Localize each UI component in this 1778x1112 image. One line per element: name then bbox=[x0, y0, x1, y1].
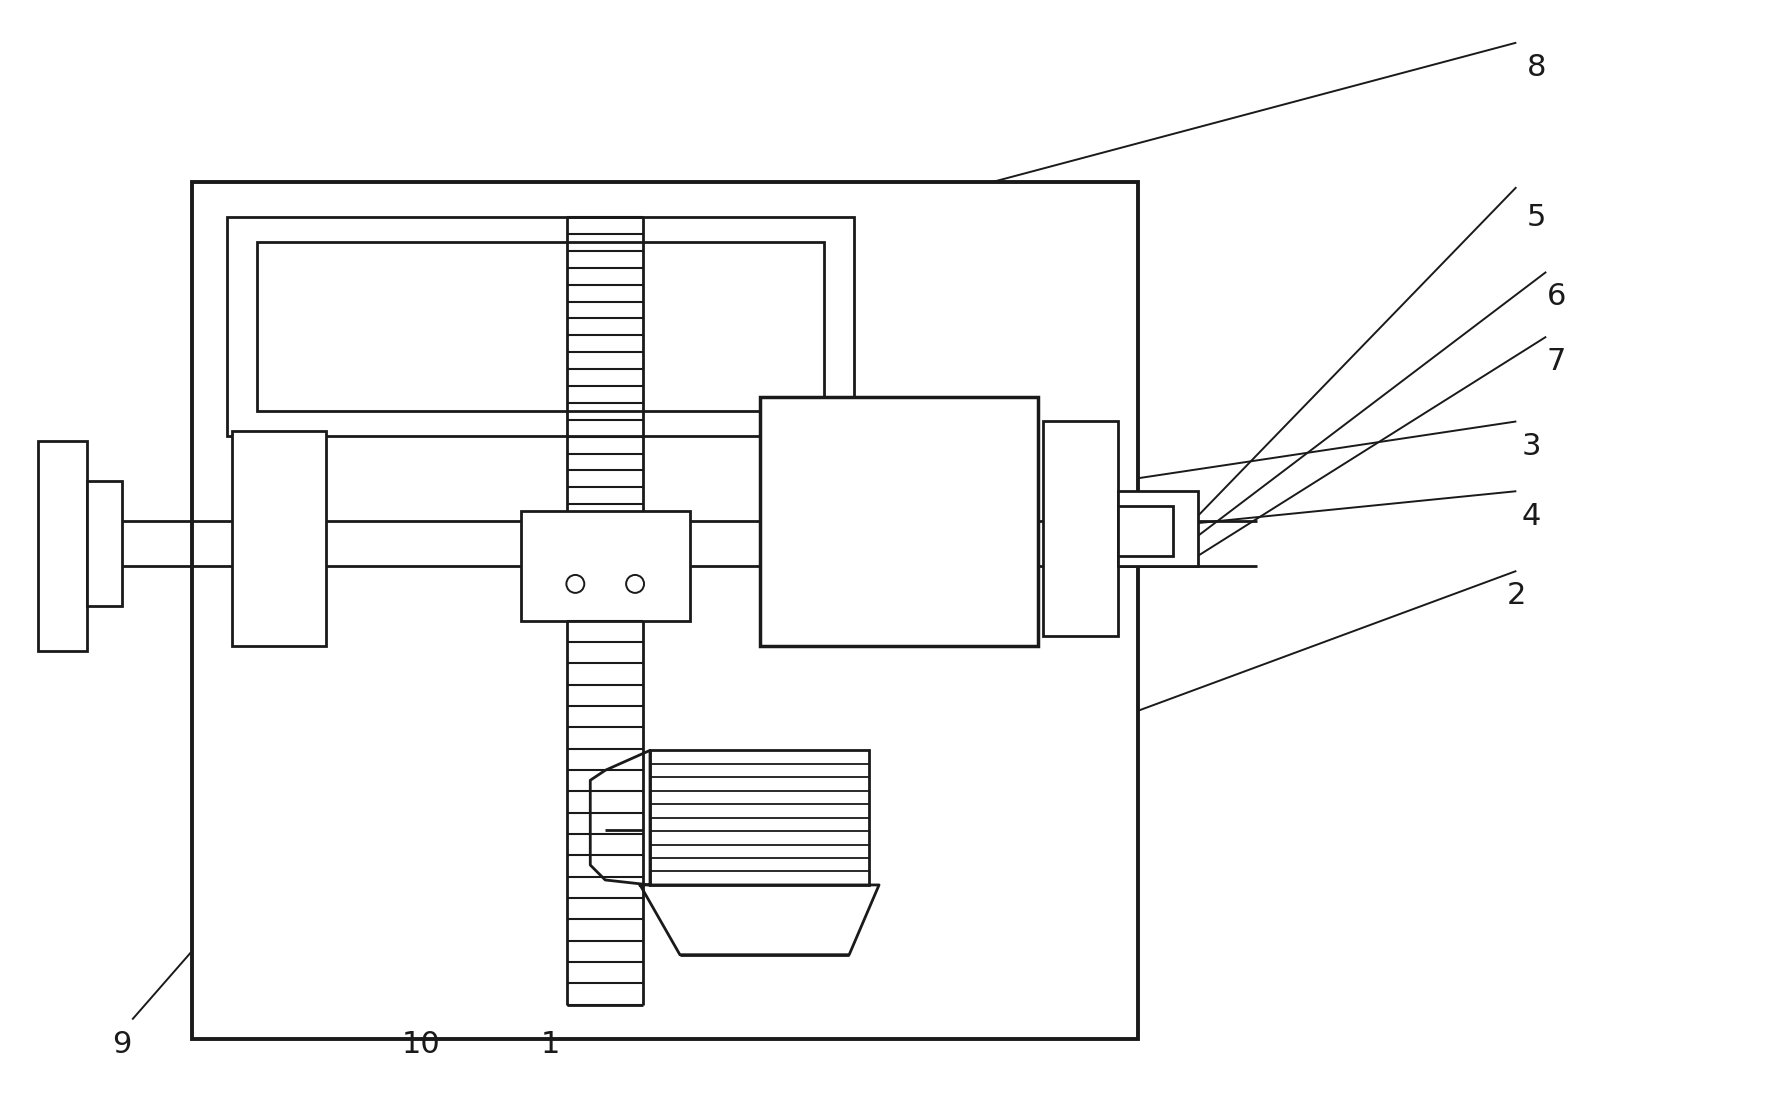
Bar bbox=[651, 751, 869, 885]
Text: 9: 9 bbox=[112, 1030, 132, 1059]
Bar bbox=[37, 441, 87, 651]
Text: 6: 6 bbox=[1547, 282, 1566, 311]
Circle shape bbox=[567, 575, 585, 593]
Bar bbox=[87, 481, 123, 606]
Bar bbox=[1118, 506, 1173, 556]
Text: 1: 1 bbox=[541, 1030, 560, 1059]
Bar bbox=[521, 512, 690, 620]
Bar bbox=[1118, 492, 1198, 566]
Circle shape bbox=[626, 575, 644, 593]
Bar bbox=[256, 242, 825, 411]
Bar bbox=[192, 182, 1138, 1040]
Text: 7: 7 bbox=[1547, 347, 1566, 376]
Text: 5: 5 bbox=[1527, 202, 1545, 231]
Text: 3: 3 bbox=[1522, 431, 1542, 460]
Text: 8: 8 bbox=[1527, 53, 1547, 82]
Bar bbox=[1044, 421, 1118, 636]
Text: 4: 4 bbox=[1522, 502, 1542, 530]
Bar bbox=[228, 217, 853, 436]
Bar bbox=[231, 431, 327, 646]
Text: 10: 10 bbox=[402, 1030, 441, 1059]
Text: 2: 2 bbox=[1506, 582, 1526, 610]
Bar bbox=[759, 397, 1038, 646]
